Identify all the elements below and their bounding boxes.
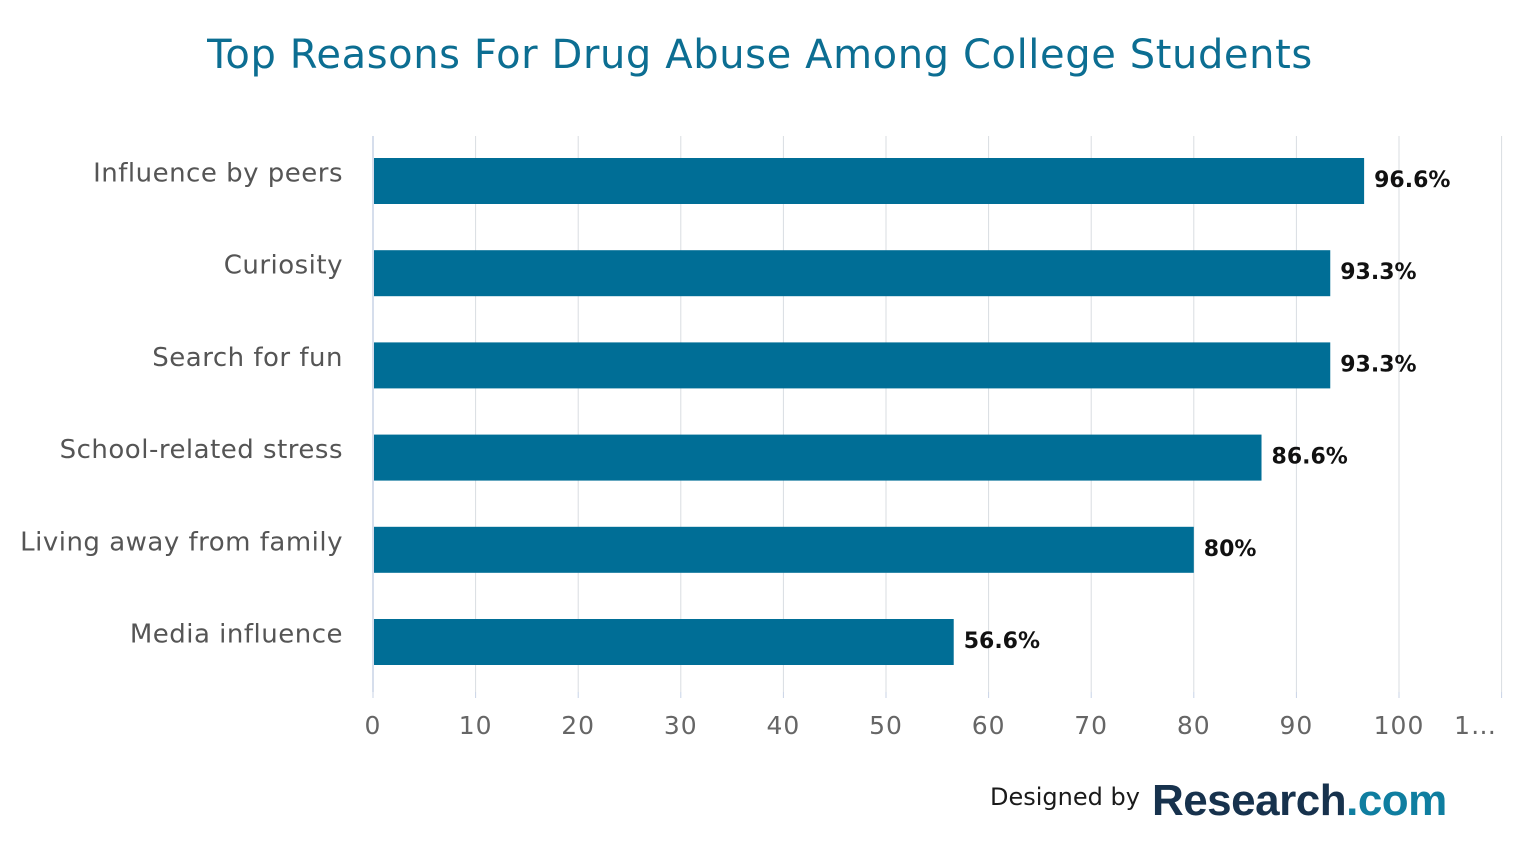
bar [374, 158, 1365, 204]
category-label: School-related stress [60, 435, 343, 465]
research-com-logo: Research.com [1152, 779, 1447, 823]
x-tick-label: 70 [1074, 711, 1108, 740]
logo-tld-text: com [1357, 776, 1447, 825]
x-tick-label: 0 [365, 711, 382, 740]
x-tick-label: 60 [972, 711, 1006, 740]
category-label: Living away from family [20, 527, 343, 557]
x-tick-label: 100 [1374, 711, 1425, 740]
data-label: 86.6% [1272, 445, 1348, 470]
credit-label: Designed by [990, 783, 1140, 811]
credit: Designed by Research.com [990, 776, 1447, 826]
x-tick-label: 30 [664, 711, 698, 740]
category-label: Influence by peers [93, 159, 343, 189]
x-tick-label: 80 [1177, 711, 1211, 740]
data-label: 93.3% [1340, 260, 1416, 285]
x-tick-label: 10 [459, 711, 493, 740]
data-label: 93.3% [1340, 352, 1416, 377]
data-label: 96.6% [1374, 168, 1450, 193]
data-label: 56.6% [964, 629, 1040, 654]
x-tick-label: 40 [766, 711, 800, 740]
x-tick-label: 1… [1454, 711, 1497, 740]
bar [374, 342, 1331, 389]
bar [374, 434, 1262, 481]
x-tick-label: 20 [561, 711, 595, 740]
category-label: Media influence [130, 620, 343, 650]
data-label: 80% [1204, 537, 1257, 562]
category-label: Search for fun [152, 343, 343, 373]
bar [374, 250, 1331, 297]
logo-dot: . [1346, 776, 1358, 825]
logo-main-text: Research [1151, 776, 1347, 825]
category-label: Curiosity [224, 251, 343, 281]
bar [374, 619, 954, 665]
chart-title: Top Reasons For Drug Abuse Among College… [207, 32, 1313, 78]
x-tick-label: 90 [1279, 711, 1313, 740]
bar [374, 526, 1194, 573]
x-tick-label: 50 [869, 711, 903, 740]
